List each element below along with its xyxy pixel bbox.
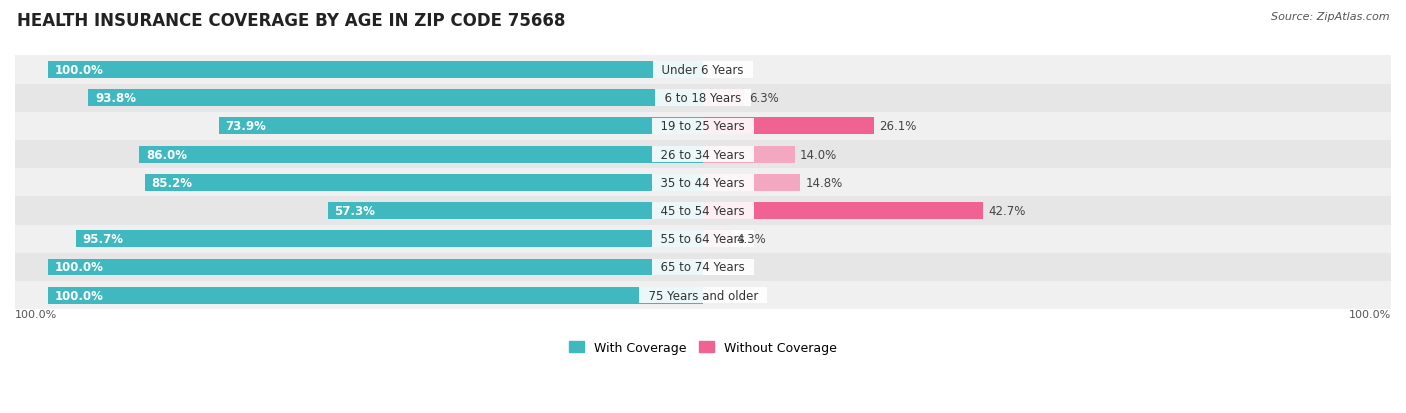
Bar [15,281,1391,309]
Text: 35 to 44 Years: 35 to 44 Years [654,176,752,190]
Bar [145,174,703,191]
Bar [15,113,1391,141]
Text: 73.9%: 73.9% [225,120,266,133]
Text: 93.8%: 93.8% [96,92,136,105]
Bar [15,84,1391,113]
Bar [703,118,875,135]
Text: Source: ZipAtlas.com: Source: ZipAtlas.com [1271,12,1389,22]
Text: 95.7%: 95.7% [83,233,124,246]
Text: 42.7%: 42.7% [988,204,1025,218]
Text: 19 to 25 Years: 19 to 25 Years [654,120,752,133]
Bar [15,225,1391,253]
Text: 26.1%: 26.1% [879,120,917,133]
Bar [219,118,703,135]
Bar [48,287,703,304]
Text: 100.0%: 100.0% [55,261,103,274]
Bar [139,146,703,163]
Text: 100.0%: 100.0% [55,64,103,77]
Bar [15,169,1391,197]
Text: 55 to 64 Years: 55 to 64 Years [654,233,752,246]
Text: 45 to 54 Years: 45 to 54 Years [654,204,752,218]
Bar [703,146,794,163]
Text: 57.3%: 57.3% [335,204,375,218]
Bar [703,174,800,191]
Bar [15,141,1391,169]
Bar [48,62,703,79]
Bar [48,259,703,276]
Bar [703,231,731,248]
Text: 86.0%: 86.0% [146,148,187,161]
Legend: With Coverage, Without Coverage: With Coverage, Without Coverage [564,336,842,359]
Bar [328,203,703,219]
Text: 6.3%: 6.3% [749,92,779,105]
Bar [15,253,1391,281]
Text: 4.3%: 4.3% [737,233,766,246]
Text: HEALTH INSURANCE COVERAGE BY AGE IN ZIP CODE 75668: HEALTH INSURANCE COVERAGE BY AGE IN ZIP … [17,12,565,30]
Text: 75 Years and older: 75 Years and older [641,289,765,302]
Bar [15,197,1391,225]
Text: 100.0%: 100.0% [15,309,58,320]
Text: Under 6 Years: Under 6 Years [655,64,751,77]
Text: 100.0%: 100.0% [1348,309,1391,320]
Text: 14.0%: 14.0% [800,148,837,161]
Text: 6 to 18 Years: 6 to 18 Years [657,92,749,105]
Bar [76,231,703,248]
Bar [703,203,983,219]
Bar [89,90,703,107]
Text: 26 to 34 Years: 26 to 34 Years [654,148,752,161]
Text: 14.8%: 14.8% [806,176,842,190]
Bar [15,56,1391,84]
Bar [703,90,744,107]
Text: 85.2%: 85.2% [152,176,193,190]
Text: 100.0%: 100.0% [55,289,103,302]
Text: 65 to 74 Years: 65 to 74 Years [654,261,752,274]
